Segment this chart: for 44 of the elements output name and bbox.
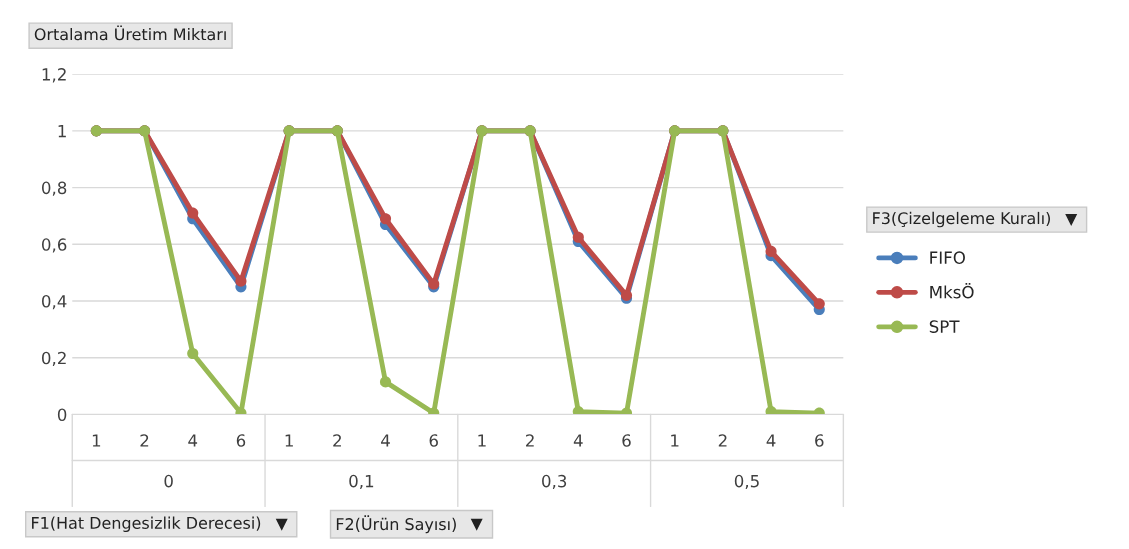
point	[187, 207, 199, 219]
x-tick-label: 4	[381, 434, 390, 447]
point	[572, 406, 584, 415]
point	[572, 231, 584, 243]
y-tick-label: 0,8	[41, 181, 67, 196]
x-tick-label: 1	[478, 434, 486, 447]
x-tick-label: 2	[333, 434, 341, 447]
legend-label: MksÖ	[930, 283, 974, 299]
y-tick-label: 0,2	[41, 351, 66, 367]
y-tick-label: 0	[57, 408, 67, 422]
x-tick-label: 4	[766, 434, 776, 447]
x-tick-label: 1	[285, 434, 293, 447]
legend-label: FIFO	[930, 251, 965, 264]
point	[765, 406, 777, 415]
point	[379, 213, 392, 225]
x-tick-label: 2	[718, 434, 727, 447]
x-tick-label: 6	[236, 434, 246, 447]
x-tick-label: 2	[526, 434, 534, 447]
point	[765, 245, 777, 257]
point	[235, 275, 247, 287]
point	[187, 347, 199, 360]
point	[379, 376, 392, 388]
y-tick-label: 1	[58, 125, 66, 138]
text: F2(Ürün Sayısı)	[336, 515, 456, 534]
x-tick-label: 4	[188, 434, 198, 447]
y-tick-label: 0,4	[41, 295, 67, 310]
x-tick-label: 2	[140, 434, 149, 447]
x-axis-title: F1(Hat Dengesizlik Derecesi)	[32, 516, 261, 533]
x-tick-label: 6	[429, 434, 438, 447]
legend-label: SPT	[929, 320, 960, 333]
x-tick-label: 6	[622, 434, 631, 447]
chart-title: Ortalama Üretim Miktarı	[34, 25, 226, 41]
text: 0,1	[349, 474, 374, 490]
y-tick-label: 1,2	[42, 68, 66, 83]
x-tick-label: 6	[815, 434, 824, 447]
x-tick-label: 1	[671, 434, 679, 447]
y-tick-label: 0,6	[41, 238, 67, 253]
point	[813, 298, 825, 310]
text: 0	[164, 474, 173, 488]
x-tick-label: 1	[92, 434, 101, 447]
legend-title: F3(Çizelgeleme Kuralı)	[873, 211, 1050, 228]
text: 0,5	[734, 474, 759, 490]
x-tick-label: 4	[573, 434, 583, 447]
text: 0,3	[542, 474, 567, 490]
